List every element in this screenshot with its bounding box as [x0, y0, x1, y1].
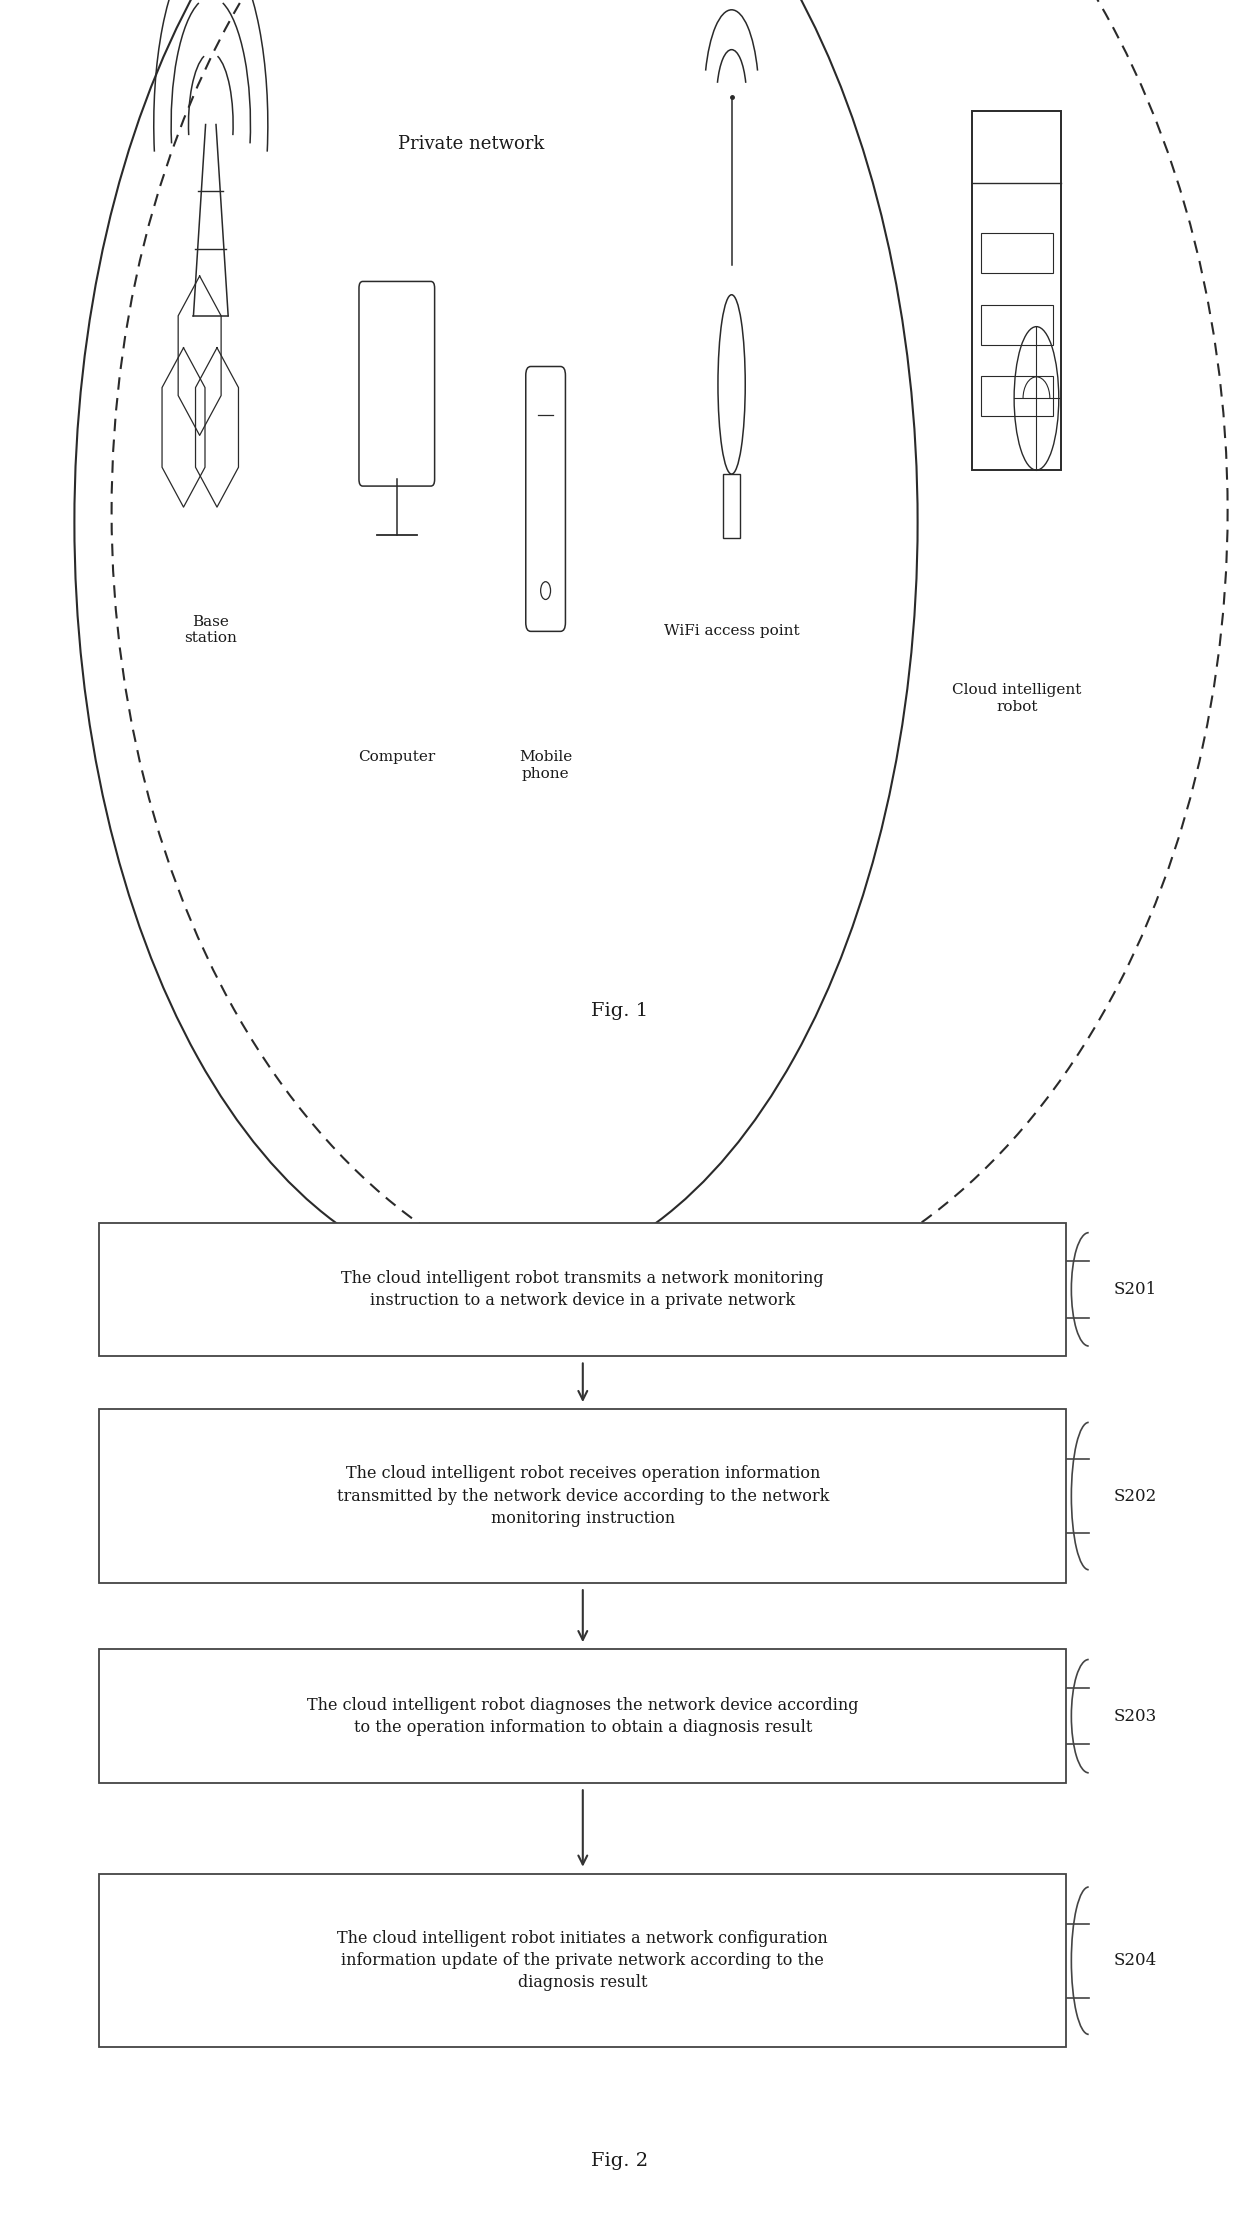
Text: Fig. 1: Fig. 1 — [591, 1003, 649, 1020]
Text: S201: S201 — [1114, 1280, 1157, 1298]
Text: S204: S204 — [1114, 1952, 1157, 1970]
Text: S203: S203 — [1114, 1707, 1157, 1725]
Bar — [99, 1649, 1066, 1783]
Text: The cloud intelligent robot receives operation information
transmitted by the ne: The cloud intelligent robot receives ope… — [336, 1465, 830, 1527]
Bar — [981, 376, 1053, 416]
Bar — [99, 1223, 1066, 1356]
Text: Base
station: Base station — [185, 616, 237, 645]
Text: Fig. 2: Fig. 2 — [591, 2152, 649, 2170]
Text: The cloud intelligent robot transmits a network monitoring
instruction to a netw: The cloud intelligent robot transmits a … — [341, 1269, 825, 1309]
Text: The cloud intelligent robot diagnoses the network device according
to the operat: The cloud intelligent robot diagnoses th… — [308, 1696, 858, 1736]
Bar — [981, 233, 1053, 273]
Bar — [99, 1409, 1066, 1583]
Text: The cloud intelligent robot initiates a network configuration
information update: The cloud intelligent robot initiates a … — [337, 1930, 828, 1992]
Text: WiFi access point: WiFi access point — [663, 622, 800, 638]
Text: Private network: Private network — [398, 136, 544, 153]
Bar — [723, 473, 740, 538]
Bar — [981, 305, 1053, 345]
Text: Computer: Computer — [358, 751, 435, 765]
Text: Cloud intelligent
robot: Cloud intelligent robot — [952, 682, 1081, 714]
Text: S202: S202 — [1114, 1487, 1157, 1505]
Text: Mobile
phone: Mobile phone — [520, 751, 572, 780]
Bar — [99, 1874, 1066, 2047]
Bar — [972, 111, 1061, 469]
